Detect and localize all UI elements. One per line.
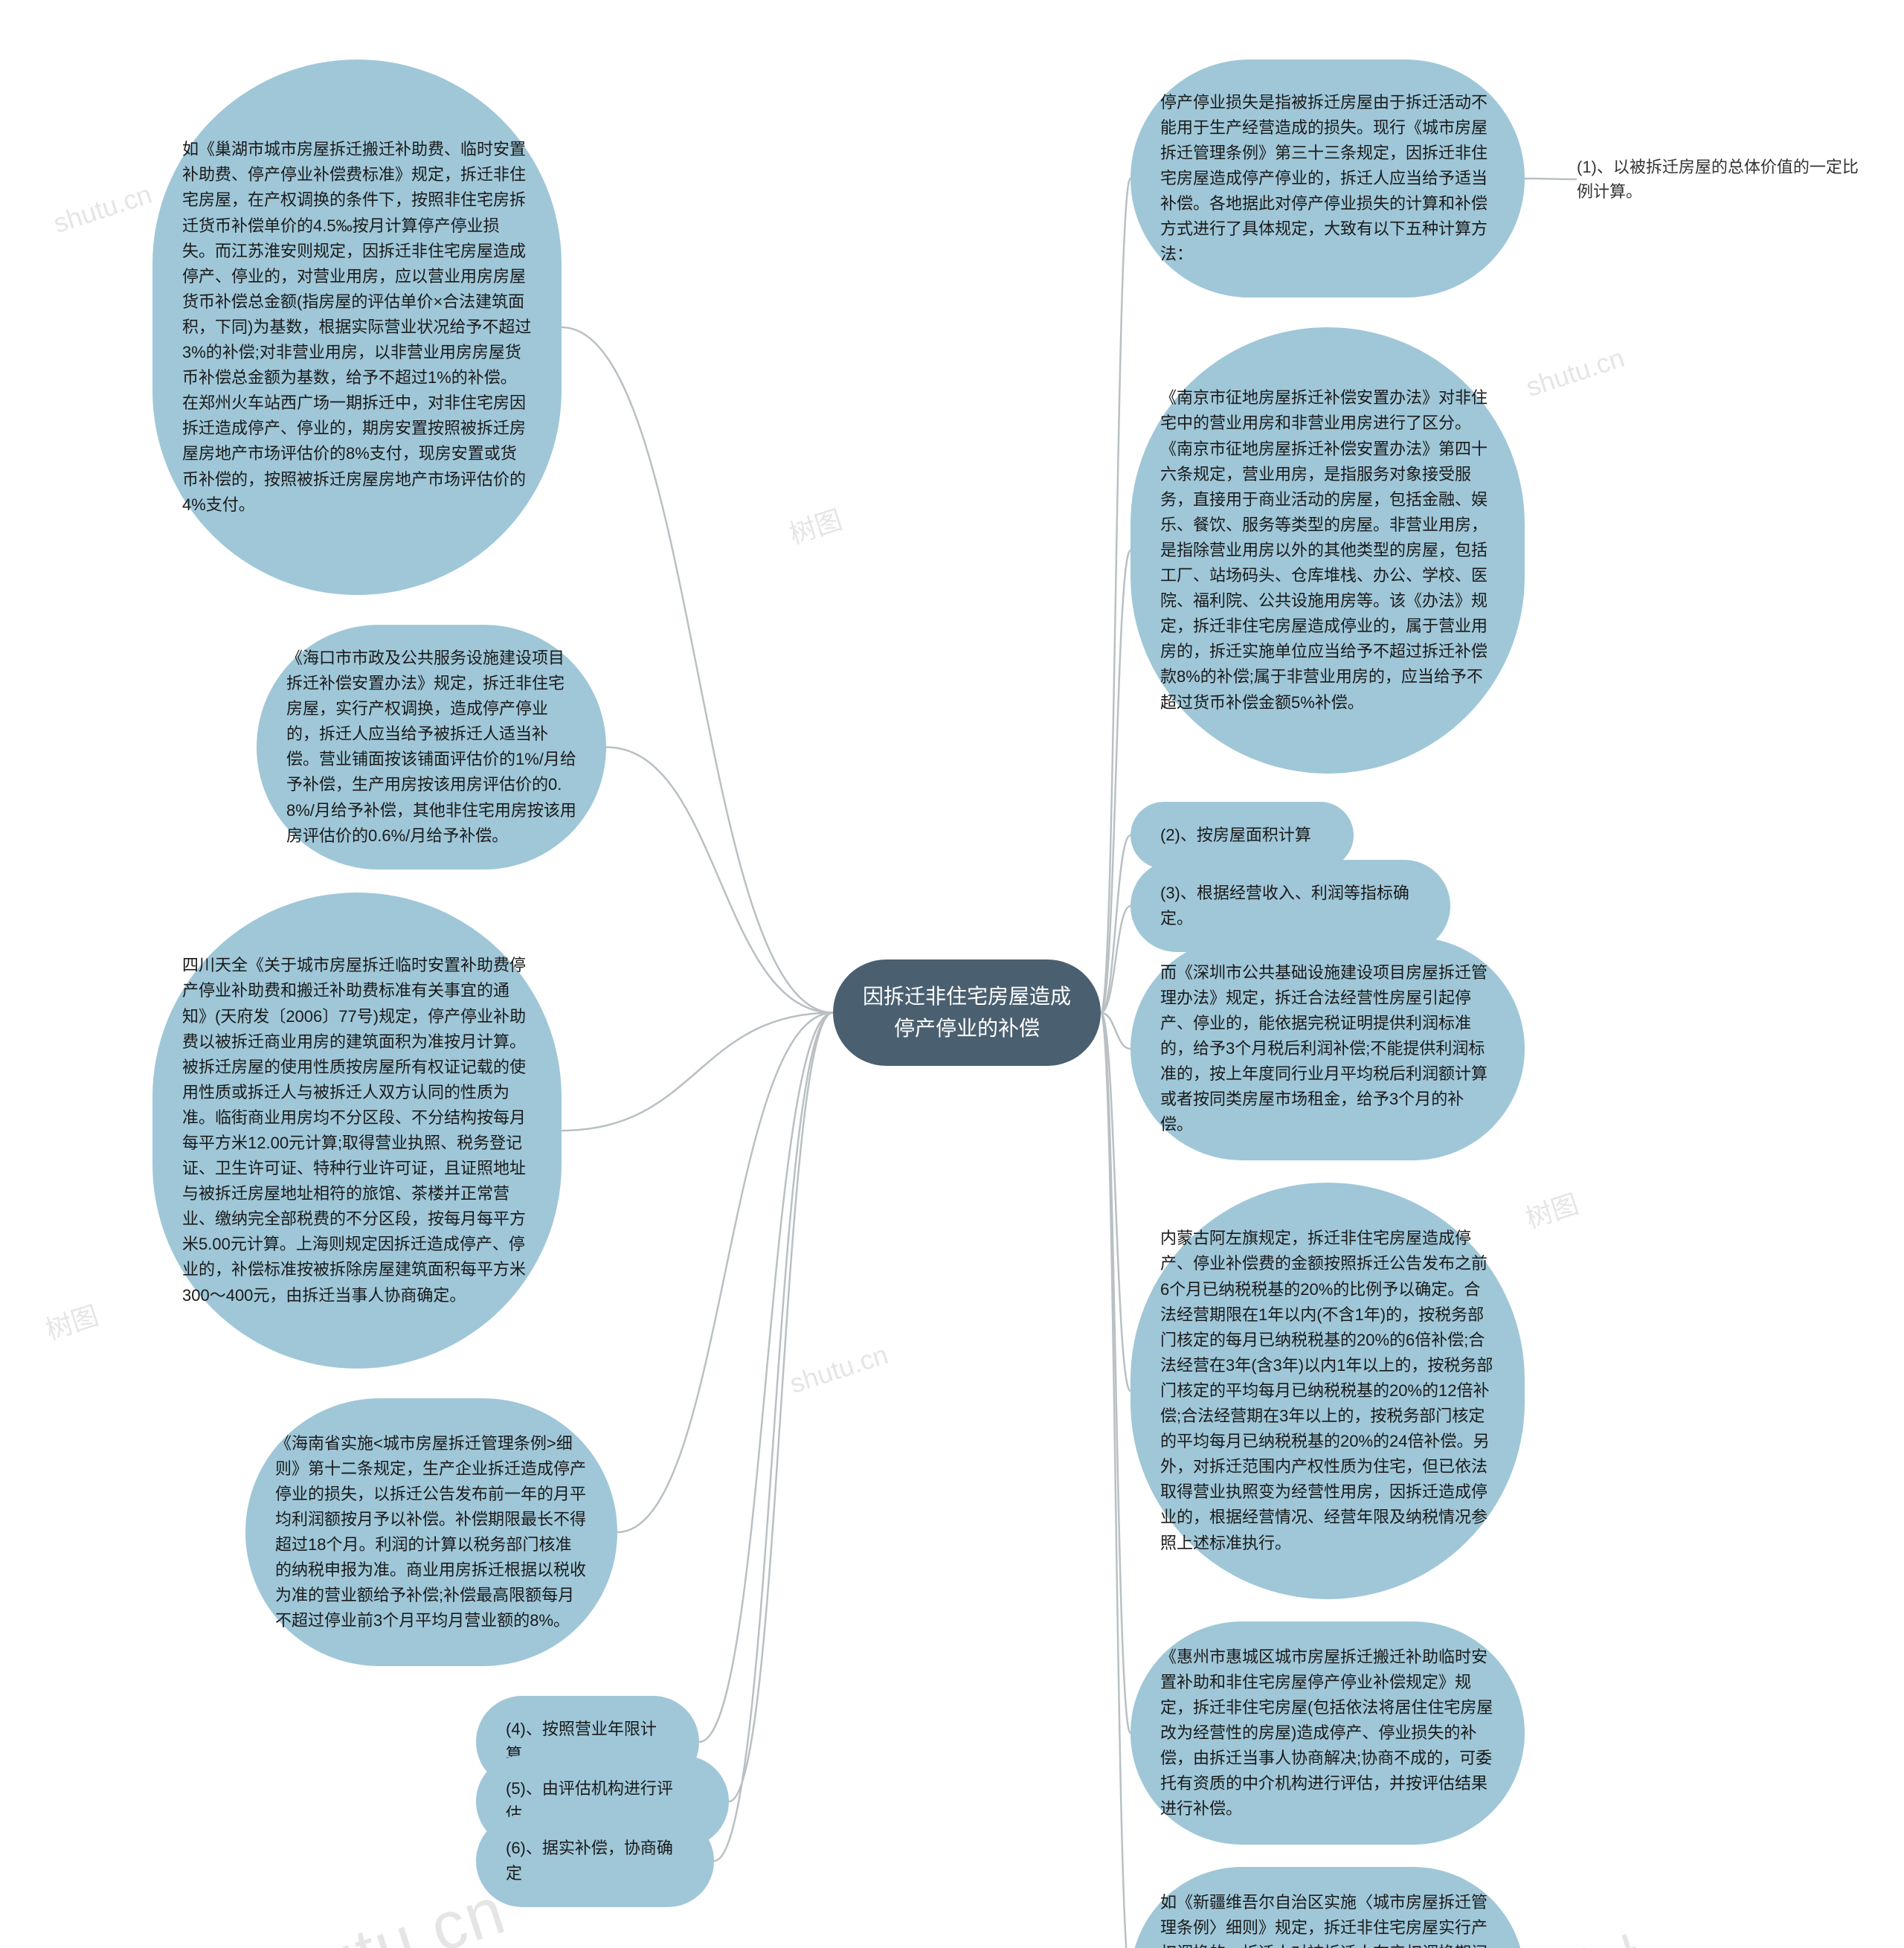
branch-node: 《惠州市惠城区城市房屋拆迁搬迁补助临时安置补助和非住宅房屋停产停业补偿规定》规定… — [1130, 1621, 1525, 1845]
watermark: shutu.cn — [786, 1339, 892, 1400]
branch-node: (6)、据实补偿，协商确定 — [476, 1815, 714, 1907]
watermark: 树 — [1563, 1911, 1659, 1948]
edge — [617, 1013, 833, 1533]
watermark: 树图 — [40, 1294, 103, 1348]
edge — [606, 748, 833, 1013]
edge — [714, 1013, 833, 1862]
node-text: 因拆迁非住宅房屋造成停产停业的补偿 — [863, 980, 1071, 1045]
branch-node: 内蒙古阿左旗规定，拆迁非住宅房屋造成停产、停业补偿费的金额按照拆迁公告发布之前6… — [1130, 1183, 1525, 1599]
branch-node: 《南京市征地房屋拆迁补偿安置办法》对非住宅中的营业用房和非营业用房进行了区分。《… — [1130, 327, 1525, 774]
branch-node: 《海口市市政及公共服务设施建设项目拆迁补偿安置办法》规定，拆迁非住宅房屋，实行产… — [257, 625, 606, 869]
edge — [562, 327, 833, 1013]
edge — [1101, 179, 1130, 1013]
node-text: 停产停业损失是指被拆迁房屋由于拆迁活动不能用于生产经营造成的损失。现行《城市房屋… — [1160, 90, 1495, 268]
leaf-node: (1)、以被拆迁房屋的总体价值的一定比例计算。 — [1577, 155, 1874, 204]
center-node: 因拆迁非住宅房屋造成停产停业的补偿 — [833, 959, 1101, 1066]
leaf-text: (1)、以被拆迁房屋的总体价值的一定比例计算。 — [1577, 155, 1874, 204]
branch-node: 停产停业损失是指被拆迁房屋由于拆迁活动不能用于生产经营造成的损失。现行《城市房屋… — [1130, 60, 1525, 298]
branch-node: 四川天全《关于城市房屋拆迁临时安置补助费停产停业补助费和搬迁补助费标准有关事宜的… — [152, 893, 562, 1369]
edge — [699, 1013, 833, 1743]
edge — [1101, 1013, 1130, 1734]
branch-node: 如《新疆维吾尔自治区实施〈城市房屋拆迁管理条例〉细则》规定，拆迁非住宅房屋实行产… — [1130, 1867, 1525, 1948]
edge — [1101, 1013, 1130, 1392]
edge — [1101, 906, 1130, 1013]
branch-node: 而《深圳市公共基础设施建设项目房屋拆迁管理办法》规定，拆迁合法经营性房屋引起停产… — [1130, 937, 1525, 1160]
node-text: 内蒙古阿左旗规定，拆迁非住宅房屋造成停产、停业补偿费的金额按照拆迁公告发布之前6… — [1160, 1226, 1495, 1555]
branch-node: (2)、按房屋面积计算 — [1130, 802, 1354, 869]
watermark: 树图 shutu.cn — [85, 1857, 516, 1948]
branch-node: 如《巢湖市城市房屋拆迁搬迁补助费、临时安置补助费、停产停业补偿费标准》规定，拆迁… — [152, 60, 562, 595]
edge — [1101, 1013, 1130, 1948]
node-text: (6)、据实补偿，协商确定 — [506, 1836, 684, 1886]
watermark: shutu.cn — [1522, 342, 1628, 403]
node-text: 如《新疆维吾尔自治区实施〈城市房屋拆迁管理条例〉细则》规定，拆迁非住宅房屋实行产… — [1160, 1890, 1495, 1948]
watermark: shutu.cn — [50, 179, 155, 240]
node-text: (2)、按房屋面积计算 — [1160, 823, 1324, 848]
edge — [562, 1013, 833, 1131]
node-text: (3)、根据经营收入、利润等指标确定。 — [1160, 881, 1421, 931]
edge — [1101, 835, 1130, 1013]
node-text: 《南京市征地房屋拆迁补偿安置办法》对非住宅中的营业用房和非营业用房进行了区分。《… — [1160, 385, 1495, 715]
node-text: 《海南省实施<城市房屋拆迁管理条例>细则》第十二条规定，生产企业拆迁造成停产停业… — [275, 1431, 588, 1634]
watermark: 树图 — [784, 498, 847, 552]
node-text: 四川天全《关于城市房屋拆迁临时安置补助费停产停业补助费和搬迁补助费标准有关事宜的… — [182, 953, 532, 1308]
edge — [1101, 550, 1130, 1013]
node-text: 《惠州市惠城区城市房屋拆迁搬迁补助临时安置补助和非住宅房屋停产停业补偿规定》规定… — [1160, 1645, 1495, 1822]
edge — [1101, 1013, 1130, 1049]
node-text: 如《巢湖市城市房屋拆迁搬迁补助费、临时安置补助费、停产停业补偿费标准》规定，拆迁… — [182, 137, 532, 517]
node-text: 而《深圳市公共基础设施建设项目房屋拆迁管理办法》规定，拆迁合法经营性房屋引起停产… — [1160, 960, 1495, 1138]
edge — [729, 1013, 833, 1802]
branch-node: 《海南省实施<城市房屋拆迁管理条例>细则》第十二条规定，生产企业拆迁造成停产停业… — [245, 1398, 617, 1666]
node-text: 《海口市市政及公共服务设施建设项目拆迁补偿安置办法》规定，拆迁非住宅房屋，实行产… — [286, 646, 576, 849]
watermark: 树图 — [1520, 1183, 1583, 1236]
